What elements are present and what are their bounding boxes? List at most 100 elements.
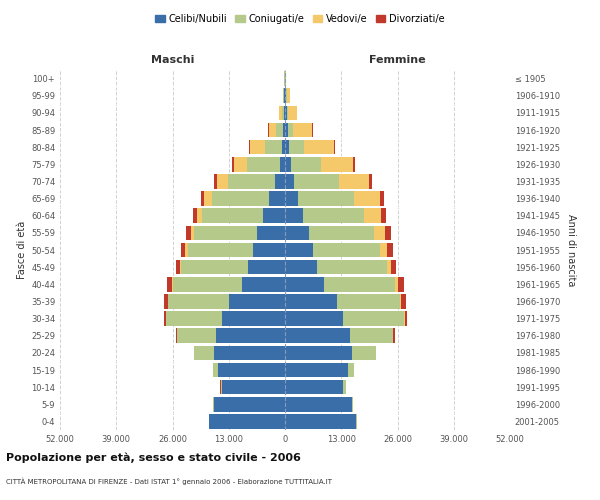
Bar	[209, 414, 285, 428]
Bar	[285, 208, 303, 223]
Bar	[284, 106, 285, 120]
Bar	[285, 346, 376, 360]
Bar	[285, 380, 343, 394]
Bar	[283, 88, 285, 103]
Bar	[285, 174, 373, 188]
Bar	[285, 157, 353, 172]
Bar	[166, 312, 285, 326]
Bar	[222, 380, 285, 394]
Bar	[285, 122, 312, 138]
Bar	[242, 277, 285, 291]
Bar	[285, 140, 335, 154]
Bar	[209, 414, 285, 428]
Bar	[285, 242, 380, 258]
Bar	[285, 362, 348, 378]
Bar	[222, 312, 285, 326]
Bar	[214, 397, 285, 411]
Bar	[285, 397, 353, 411]
Bar	[188, 242, 285, 258]
Bar	[177, 328, 285, 343]
Text: Maschi: Maschi	[151, 55, 194, 65]
Bar	[285, 294, 400, 308]
Bar	[285, 312, 407, 326]
Bar	[285, 294, 406, 308]
Bar	[285, 192, 354, 206]
Bar	[285, 226, 385, 240]
Bar	[166, 312, 285, 326]
Bar	[177, 328, 285, 343]
Bar	[285, 397, 353, 411]
Bar	[285, 312, 404, 326]
Bar	[285, 192, 380, 206]
Bar	[285, 277, 404, 291]
Bar	[285, 242, 386, 258]
Bar	[176, 328, 285, 343]
Bar	[285, 88, 290, 103]
Bar	[173, 277, 285, 291]
Bar	[213, 397, 285, 411]
Bar	[283, 122, 285, 138]
Y-axis label: Fasce di età: Fasce di età	[17, 221, 27, 279]
Bar	[194, 346, 285, 360]
Bar	[172, 277, 285, 291]
Bar	[209, 414, 285, 428]
Bar	[285, 157, 290, 172]
Bar	[285, 346, 376, 360]
Bar	[281, 106, 285, 120]
Bar	[181, 260, 285, 274]
Bar	[221, 380, 285, 394]
Bar	[285, 260, 391, 274]
Bar	[285, 328, 395, 343]
Bar	[285, 192, 298, 206]
Bar	[285, 192, 383, 206]
Bar	[283, 88, 285, 103]
Bar	[228, 174, 285, 188]
Bar	[218, 362, 285, 378]
Bar	[232, 157, 285, 172]
Bar	[285, 277, 395, 291]
Bar	[285, 174, 370, 188]
Bar	[216, 328, 285, 343]
Bar	[285, 312, 343, 326]
Bar	[263, 208, 285, 223]
Bar	[285, 226, 309, 240]
Bar	[275, 174, 285, 188]
Bar	[285, 414, 357, 428]
Bar	[194, 346, 285, 360]
Bar	[284, 72, 285, 86]
Bar	[180, 260, 285, 274]
Bar	[285, 397, 353, 411]
Bar	[285, 260, 317, 274]
Bar	[285, 414, 356, 428]
Bar	[194, 346, 285, 360]
Bar	[214, 174, 285, 188]
Bar	[229, 294, 285, 308]
Bar	[186, 226, 285, 240]
Bar	[257, 226, 285, 240]
Bar	[285, 88, 287, 103]
Bar	[285, 157, 321, 172]
Bar	[285, 72, 286, 86]
Bar	[284, 72, 285, 86]
Bar	[176, 260, 285, 274]
Bar	[280, 157, 285, 172]
Text: CITTÀ METROPOLITANA DI FIRENZE - Dati ISTAT 1° gennaio 2006 - Elaborazione TUTTI: CITTÀ METROPOLITANA DI FIRENZE - Dati IS…	[6, 478, 332, 485]
Bar	[203, 192, 285, 206]
Bar	[193, 208, 285, 223]
Bar	[285, 106, 297, 120]
Y-axis label: Anni di nascita: Anni di nascita	[566, 214, 576, 286]
Bar	[285, 362, 354, 378]
Bar	[285, 328, 393, 343]
Bar	[285, 294, 337, 308]
Bar	[283, 88, 285, 103]
Bar	[285, 106, 298, 120]
Bar	[285, 88, 290, 103]
Bar	[168, 294, 285, 308]
Bar	[185, 242, 285, 258]
Bar	[282, 140, 285, 154]
Bar	[285, 328, 394, 343]
Bar	[250, 140, 285, 154]
Bar	[191, 226, 285, 240]
Bar	[285, 140, 289, 154]
Bar	[285, 328, 350, 343]
